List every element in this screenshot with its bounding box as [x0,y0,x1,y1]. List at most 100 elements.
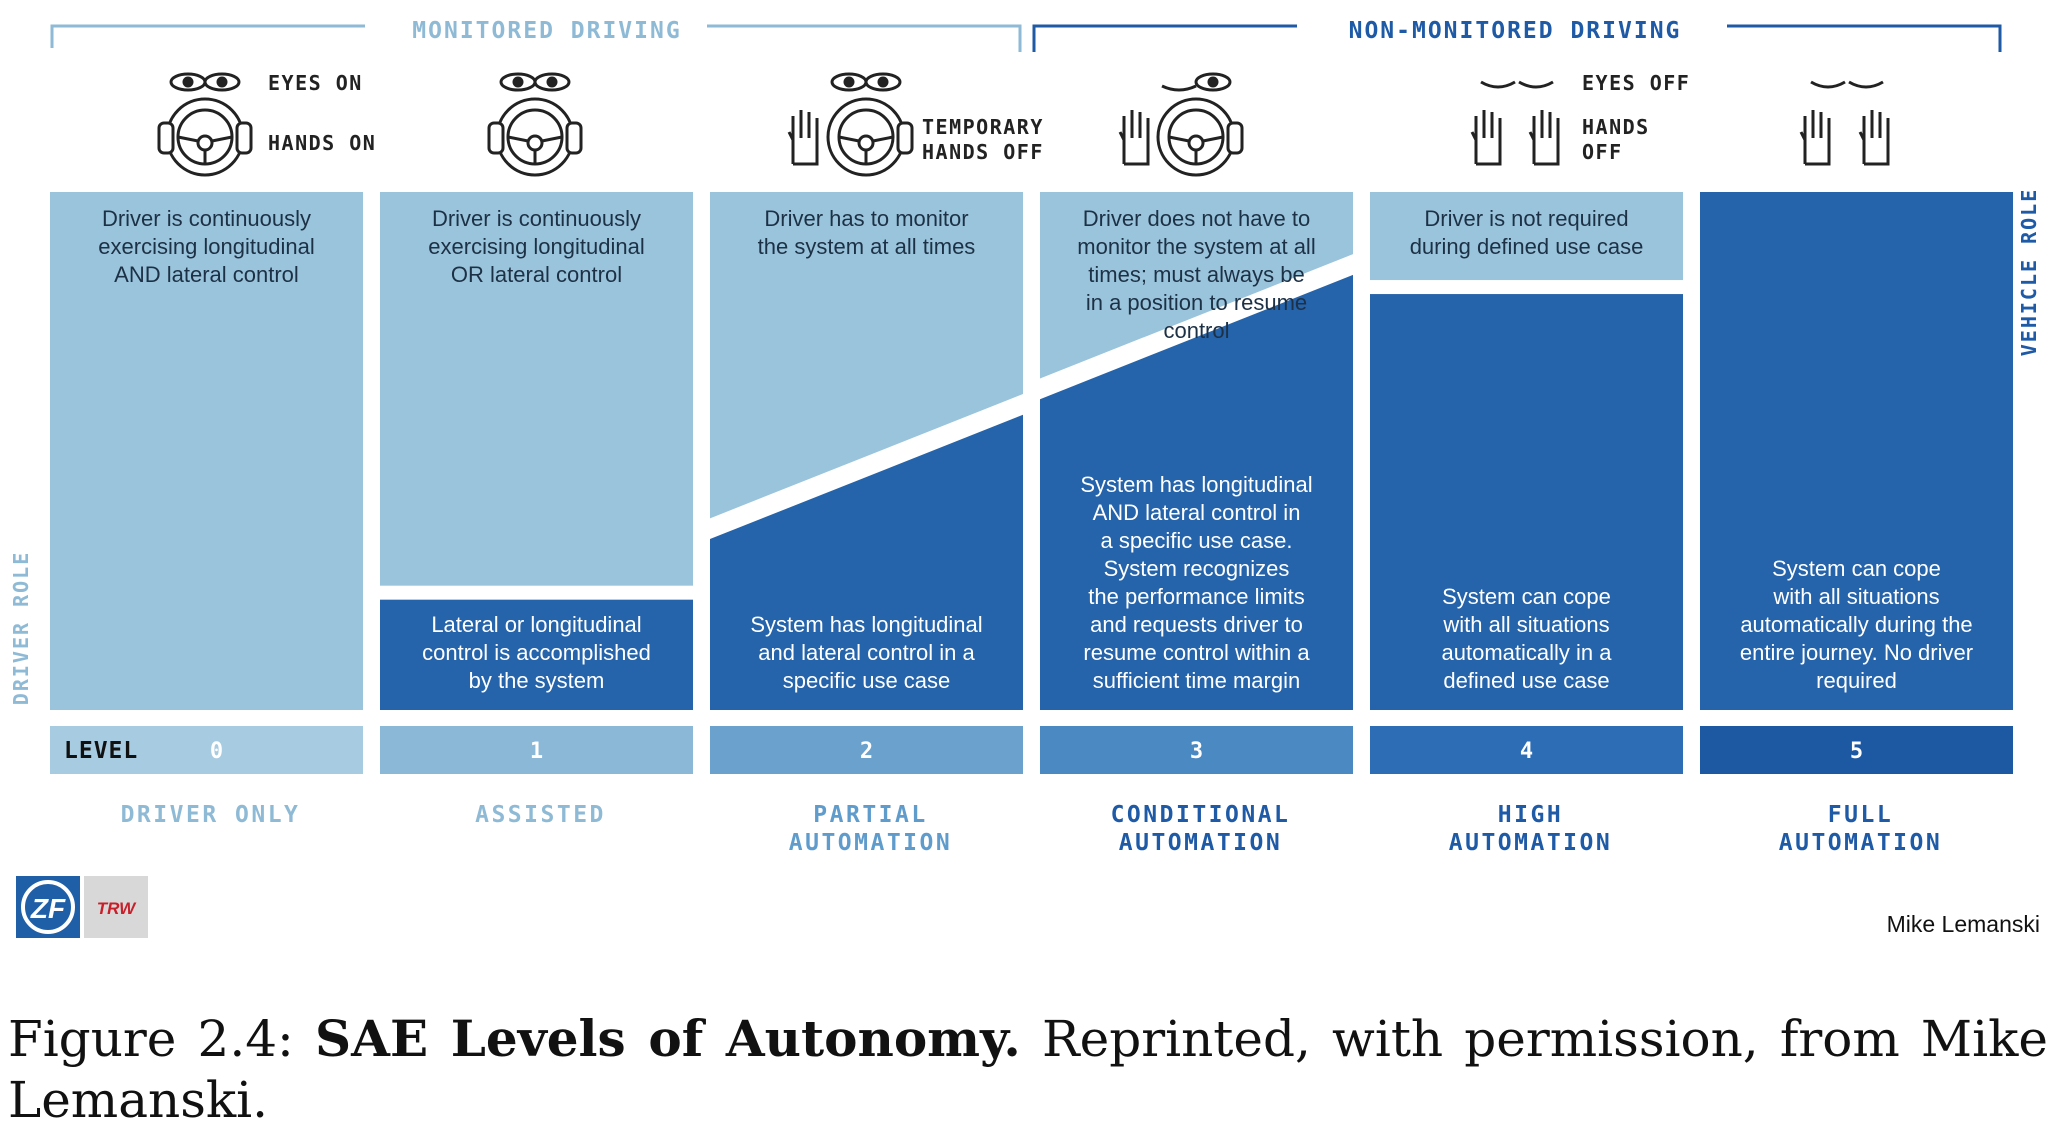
level-name: HIGH [1498,802,1563,828]
temporary-label: TEMPORARY [922,115,1044,139]
level-number: 2 [860,739,873,764]
vehicle-role-text: by the system [469,668,605,693]
level-name: FULL [1828,802,1893,828]
driver-role-text: control [1163,318,1229,343]
vehicle-role-label: VEHICLE ROLE [2017,188,2041,357]
vehicle-role-text: System has longitudinal [750,612,982,637]
vehicle-role-text: and requests driver to [1090,612,1303,637]
vehicle-role-text: control is accomplished [422,640,651,665]
vehicle-role-text: defined use case [1443,668,1609,693]
icon-row [157,72,1890,177]
level-name: AUTOMATION [789,830,952,856]
eyes-half-icon [1161,72,1232,92]
driver-role-text: OR lateral control [451,262,622,287]
eyes-off-label: EYES OFF [1582,71,1690,95]
raised-hand-icon [1528,110,1560,166]
vehicle-role-text: required [1816,668,1897,693]
credit-text: Mike Lemanski [1887,911,2040,937]
icon-labels: EYES ON HANDS ON TEMPORARY HANDS OFF EYE… [268,71,1690,164]
driver-role-area [710,192,1023,519]
vehicle-role-area [1700,192,2013,710]
vehicle-role-text: AND lateral control in [1093,500,1301,525]
trw-logo-text: TRW [97,899,137,918]
vehicle-role-text: Lateral or longitudinal [431,612,641,637]
vehicle-role-text: with all situations [1442,612,1609,637]
level-cell [1040,726,1353,774]
caption-title: SAE Levels of Autonomy. [315,1009,1021,1068]
raised-hand-icon [1470,110,1502,166]
vehicle-role-text: System can cope [1772,556,1941,581]
steering-wheel-hands-icon [487,97,583,177]
driver-role-text: in a position to resume [1086,290,1307,315]
driver-role-area [1370,192,1683,281]
driver-role-text: exercising longitudinal [428,234,644,259]
caption-body: Reprinted, with permission, from Mike Le… [8,1010,2048,1129]
level-number: 0 [210,739,223,764]
vehicle-role-text: automatically during the [1740,612,1972,637]
driver-role-text: exercising longitudinal [98,234,314,259]
level-names: DRIVER ONLY ASSISTED PARTIALAUTOMATIONCOND… [121,802,1940,856]
vehicle-role-text: and lateral control in a [758,640,975,665]
eyes-open-icon [830,72,902,92]
level-bar: 0 1 2 3 4 5 LEVEL [50,726,2013,774]
vehicle-role-text: specific use case [783,668,951,693]
raised-hand-icon [1118,110,1150,166]
level-heading: LEVEL [64,738,138,764]
driver-role-area [50,192,363,710]
role-panel-text: Driver is continuously exercising longitu… [98,206,1973,693]
vehicle-role-text: automatically in a [1442,640,1613,665]
vehicle-role-area [1040,274,1353,710]
driver-role-label: DRIVER ROLE [9,551,33,705]
driver-role-text: monitor the system at all [1077,234,1315,259]
vehicle-role-text: System has longitudinal [1080,472,1312,497]
eyes-open-icon [169,72,241,92]
eyes-on-label: EYES ON [268,71,363,95]
level-number: 3 [1190,739,1203,764]
level-name: AUTOMATION [1449,830,1612,856]
vehicle-role-text: a specific use case. [1101,528,1293,553]
level-name: AUTOMATION [1119,830,1282,856]
figure-caption: Figure 2.4: SAE Levels of Autonomy. Repr… [8,1008,2048,1131]
level-name: DRIVER ONLY [121,802,301,828]
raised-hand-icon [787,110,819,166]
vehicle-role-text: entire journey. No driver [1740,640,1973,665]
driver-role-text: AND lateral control [114,262,299,287]
driver-role-text: Driver has to monitor [764,206,968,231]
raised-hand-icon [1858,110,1890,166]
eyes-closed-icon [1480,80,1554,89]
temporary-hands-off-label: HANDS OFF [922,140,1044,164]
level-name: ASSISTED [475,802,606,828]
driver-role-text: Driver does not have to [1083,206,1310,231]
level-cell [1370,726,1683,774]
vehicle-role-area [1370,294,1683,710]
steering-wheel-icon [1156,97,1244,177]
level-number: 1 [530,739,543,764]
level-number: 5 [1850,739,1863,764]
level-number: 4 [1520,739,1533,764]
eyes-open-icon [499,72,571,92]
vehicle-role-area [380,599,693,710]
raised-hand-icon [1799,110,1831,166]
driver-role-text: times; must always be [1088,262,1304,287]
level-cell [710,726,1023,774]
level-cell [1700,726,2013,774]
role-panels [50,192,2013,710]
driver-role-area [380,192,693,586]
trw-logo: TRW [84,876,148,938]
driver-role-text: Driver is continuously [432,206,641,231]
vehicle-role-text: sufficient time margin [1093,668,1300,693]
vehicle-role-text: the performance limits [1088,584,1304,609]
hands-on-label: HANDS ON [268,131,376,155]
level-cell [380,726,693,774]
vehicle-role-area [710,414,1023,710]
driver-role-text: during defined use case [1410,234,1644,259]
level-name: CONDITIONAL [1111,802,1291,828]
level-cell [50,726,363,774]
driver-role-text: Driver is not required [1424,206,1628,231]
vehicle-role-text: resume control within a [1083,640,1310,665]
zf-logo-text: ZF [30,893,66,924]
non-monitored-driving-heading: NON-MONITORED DRIVING [1349,18,1682,44]
vehicle-role-text: with all situations [1772,584,1939,609]
monitored-driving-heading: MONITORED DRIVING [412,18,681,44]
